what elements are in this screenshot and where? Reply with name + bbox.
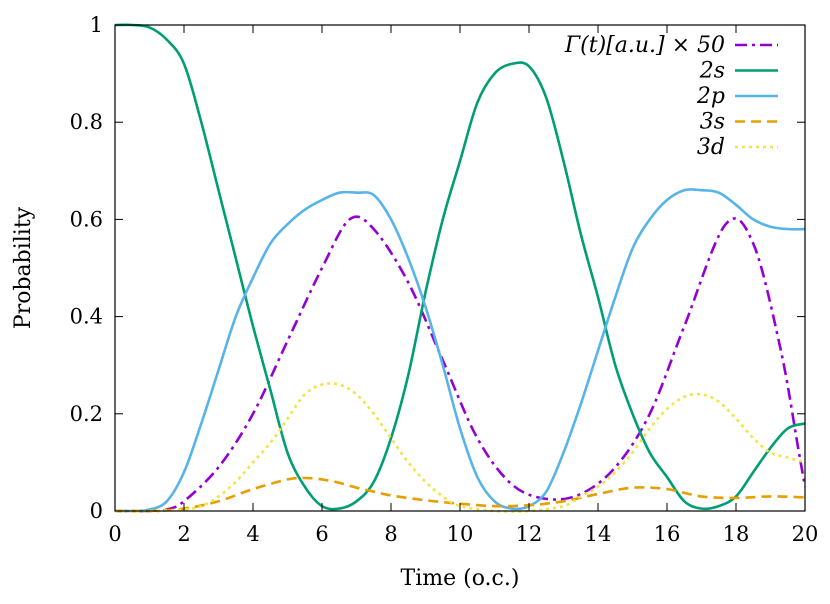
y-tick-label: 0 [90, 499, 103, 523]
series-line-3s [114, 476, 806, 513]
y-tick-label: 0.6 [70, 207, 103, 231]
legend-label: 3s [700, 110, 725, 135]
series-line-2p [114, 188, 806, 513]
x-tick-label: 2 [177, 522, 190, 546]
y-tick-label: 0.2 [70, 402, 103, 426]
x-tick-label: 20 [792, 522, 819, 546]
legend-label: 3d [697, 135, 725, 160]
y-tick-label: 0.4 [70, 305, 103, 329]
x-tick-label: 8 [384, 522, 397, 546]
x-tick-label: 18 [723, 522, 750, 546]
x-tick-label: 0 [108, 522, 121, 546]
series-line-2s [114, 23, 806, 511]
x-tick-label: 4 [246, 522, 259, 546]
series-layer [114, 23, 807, 513]
y-tick-label: 0.8 [70, 110, 103, 134]
x-tick-label: 12 [516, 522, 543, 546]
legend-label: 2s [699, 59, 725, 84]
series-line-3d [114, 382, 806, 513]
x-axis-label: Time (o.c.) [401, 566, 520, 591]
x-tick-label: 16 [654, 522, 681, 546]
x-tick-label: 14 [585, 522, 612, 546]
y-tick-label: 1 [90, 13, 103, 37]
legend-label: 2p [696, 84, 725, 109]
x-tick-label: 6 [315, 522, 328, 546]
ticks-layer: 0 2 4 6 8 10 12 14 16 18 20 0 0.2 0.4 0.6 0.8 1 [70, 13, 819, 546]
y-axis-label: Probability [11, 206, 36, 329]
x-tick-label: 10 [447, 522, 474, 546]
legend-label: Γ(t)[a.u.] × 50 [564, 33, 725, 58]
series-line-gamma [114, 215, 807, 513]
